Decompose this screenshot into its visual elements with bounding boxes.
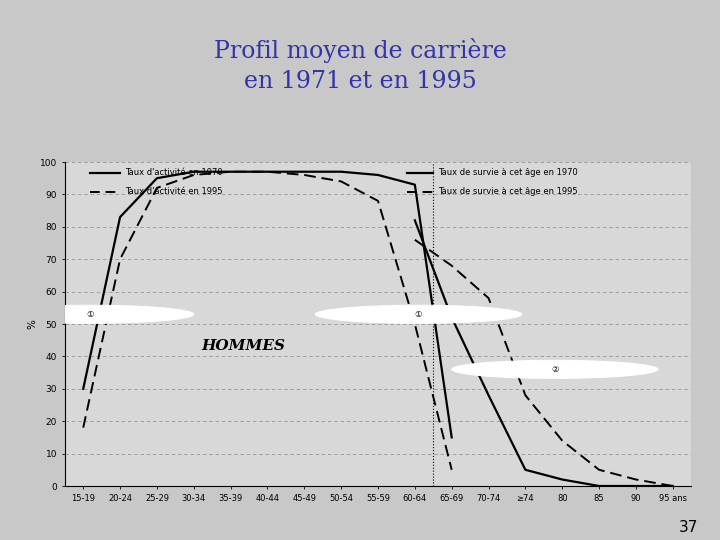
Y-axis label: %: % [27, 319, 37, 329]
Circle shape [0, 305, 194, 323]
Text: Profil moyen de carrière
en 1971 et en 1995: Profil moyen de carrière en 1971 et en 1… [214, 38, 506, 93]
Circle shape [315, 305, 522, 323]
Text: Taux d'activité en 1970: Taux d'activité en 1970 [125, 168, 222, 178]
Text: HOMMES: HOMMES [201, 339, 285, 353]
Text: Taux de survie à cet âge en 1995: Taux de survie à cet âge en 1995 [438, 187, 578, 196]
Circle shape [451, 360, 658, 379]
Text: ①: ① [415, 310, 423, 319]
Text: ①: ① [87, 310, 94, 319]
Text: Taux d'activité en 1995: Taux d'activité en 1995 [125, 187, 222, 196]
Text: 37: 37 [679, 519, 698, 535]
Text: Taux de survie à cet âge en 1970: Taux de survie à cet âge en 1970 [438, 168, 578, 178]
Text: ②: ② [551, 365, 559, 374]
